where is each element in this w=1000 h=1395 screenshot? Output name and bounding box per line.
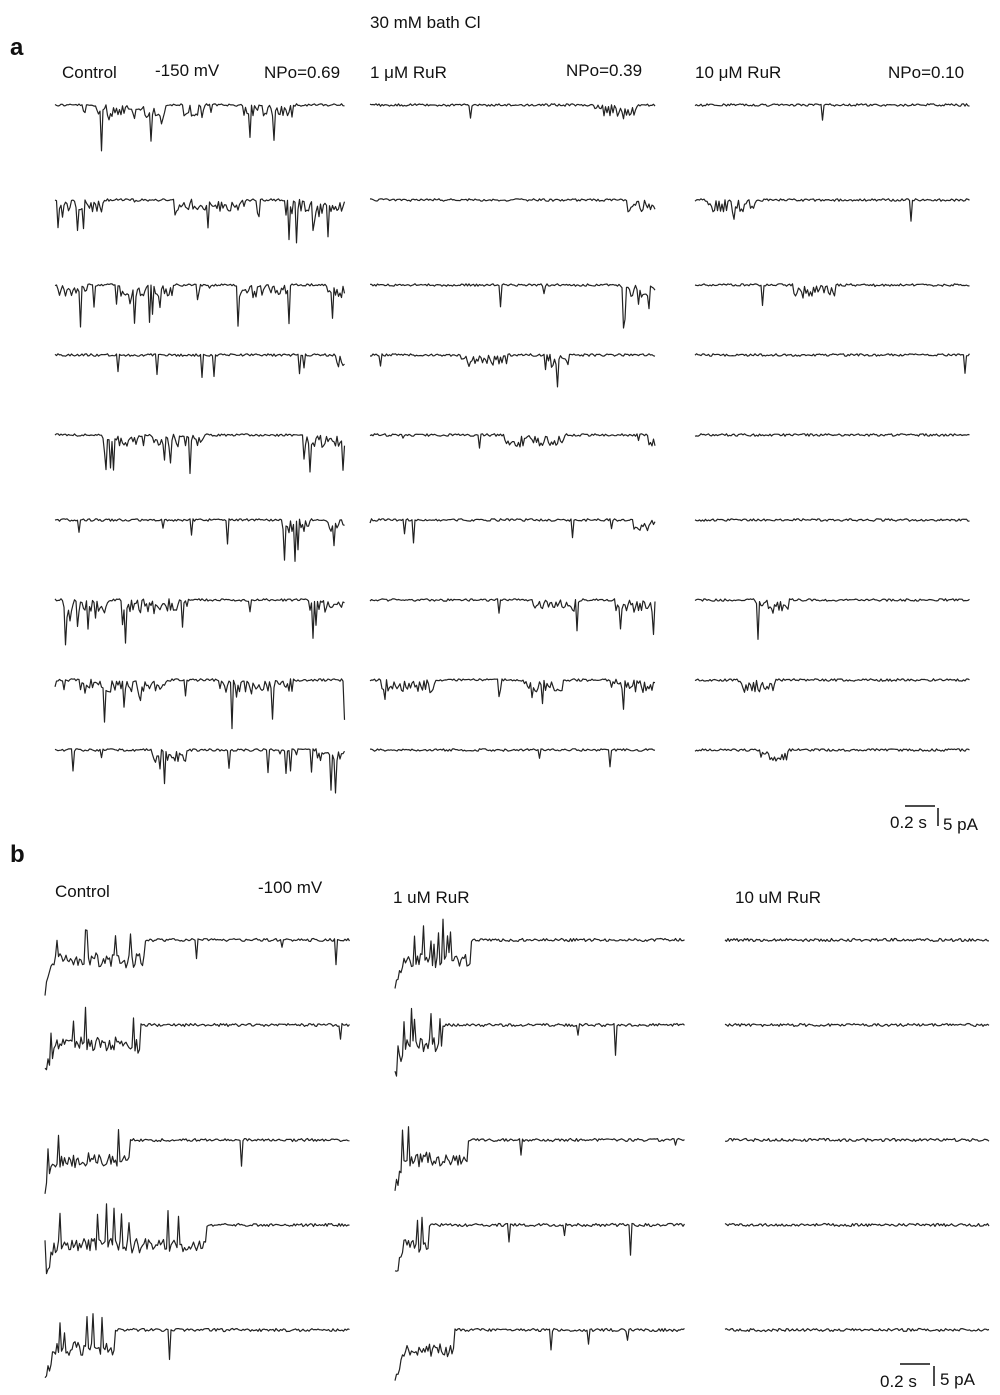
trace — [694, 748, 970, 762]
trace — [44, 1313, 350, 1379]
trace — [694, 198, 970, 222]
trace — [369, 433, 656, 449]
trace — [724, 1022, 990, 1028]
trace — [54, 678, 346, 730]
trace — [44, 1006, 350, 1071]
trace — [694, 433, 970, 437]
scale-time: 0.2 s — [890, 813, 927, 832]
trace — [724, 1327, 990, 1333]
scale-current: 5 pA — [940, 1370, 976, 1389]
trace — [369, 103, 656, 120]
figure-title: 30 mM bath Cl — [370, 13, 481, 32]
trace — [44, 1203, 350, 1275]
trace — [54, 283, 346, 328]
trace — [694, 283, 970, 307]
condition: 1 μM RuR — [370, 63, 447, 82]
trace — [370, 353, 656, 388]
trace — [54, 433, 346, 475]
trace — [724, 937, 990, 943]
scale-current: 5 pA — [943, 815, 979, 834]
trace — [54, 198, 346, 244]
npo: NPo=0.39 — [566, 61, 642, 80]
npo: NPo=0.10 — [888, 63, 964, 82]
traces — [44, 103, 990, 1381]
voltage: -150 mV — [155, 61, 220, 80]
trace — [694, 678, 970, 693]
condition: Control — [62, 63, 117, 82]
condition: 10 uM RuR — [735, 888, 821, 907]
trace — [724, 1137, 990, 1143]
condition: Control — [55, 882, 110, 901]
trace — [694, 598, 970, 640]
trace — [44, 929, 351, 996]
condition: 1 uM RuR — [393, 888, 470, 907]
trace — [394, 1007, 685, 1077]
trace — [54, 598, 345, 646]
condition: 10 μM RuR — [695, 63, 781, 82]
trace — [694, 353, 970, 374]
trace — [724, 1222, 990, 1227]
trace — [369, 518, 656, 544]
trace — [54, 103, 345, 152]
panel-label: a — [10, 34, 24, 61]
scale-time: 0.2 s — [880, 1372, 917, 1391]
trace — [369, 678, 656, 710]
panel-label: b — [10, 841, 25, 868]
trace — [394, 1126, 685, 1191]
trace — [54, 353, 345, 378]
trace — [694, 103, 970, 121]
trace — [54, 518, 345, 562]
trace — [394, 1327, 685, 1381]
trace — [54, 748, 346, 794]
trace — [44, 1129, 350, 1194]
trace — [369, 198, 656, 213]
trace — [370, 283, 656, 329]
voltage: -100 mV — [258, 878, 323, 897]
trace — [394, 1216, 686, 1272]
npo: NPo=0.69 — [264, 63, 340, 82]
trace — [694, 518, 970, 522]
trace — [369, 598, 656, 636]
trace — [369, 748, 656, 768]
trace — [394, 918, 685, 989]
